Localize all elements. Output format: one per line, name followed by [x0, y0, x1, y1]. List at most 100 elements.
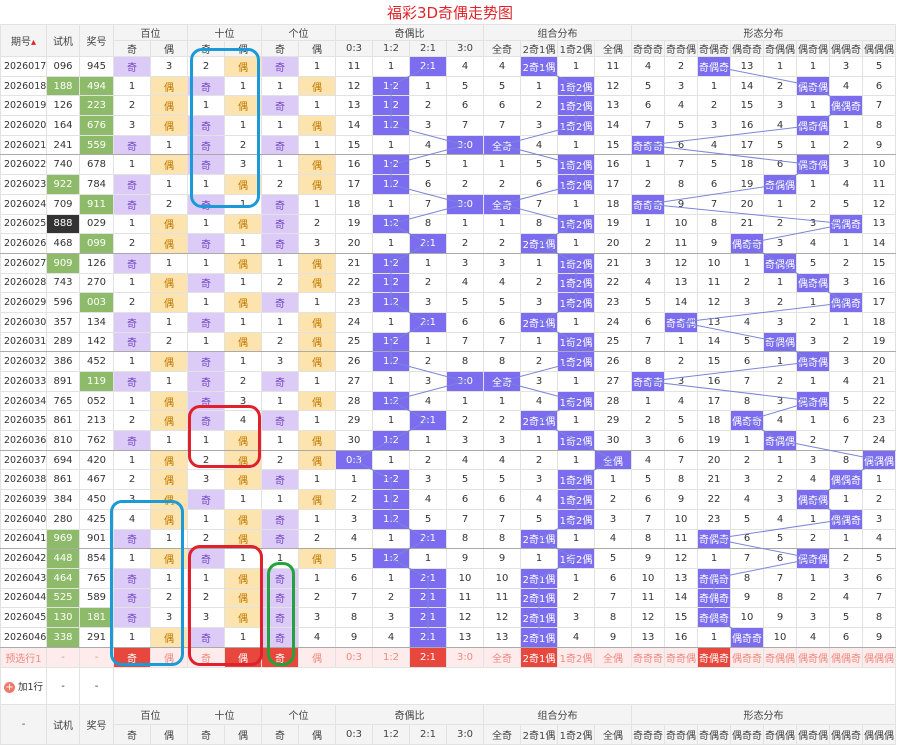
- omission-cell: 12: [664, 548, 698, 569]
- omission-cell: 5: [664, 115, 698, 136]
- draw-number: 052: [79, 390, 114, 412]
- omission-cell: 3: [520, 371, 558, 392]
- header-cell: 期号▴: [0, 24, 47, 57]
- omission-cell: 1: [298, 193, 336, 215]
- omission-cell: 3: [730, 469, 764, 491]
- add-cell: -: [79, 666, 114, 706]
- omission-cell: 1: [150, 430, 188, 451]
- header-cell: 偶奇奇: [730, 40, 764, 57]
- omission-cell: 2: [664, 351, 698, 372]
- test-number: 357: [46, 311, 80, 333]
- omission-cell: 6: [829, 410, 863, 432]
- omission-cell: 12: [446, 607, 484, 628]
- omission-cell: 12: [483, 607, 521, 628]
- prediction-option[interactable]: 奇偶偶: [763, 646, 797, 668]
- omission-cell: 1: [483, 390, 521, 412]
- omission-cell: 8: [409, 213, 447, 235]
- omission-cell: 10: [763, 626, 797, 648]
- omission-cell: 22: [697, 489, 731, 510]
- prediction-option[interactable]: 奇奇奇: [631, 646, 665, 668]
- footer-cell: 奇: [113, 724, 151, 745]
- omission-cell: 2: [631, 233, 665, 254]
- omission-cell: 14: [862, 233, 896, 254]
- omission-cell: 7: [409, 193, 447, 215]
- omission-cell: 26: [335, 351, 373, 372]
- omission-cell: 1: [829, 233, 863, 254]
- omission-cell: 9: [594, 626, 632, 648]
- prediction-option[interactable]: 偶奇奇: [730, 646, 764, 668]
- prediction-option[interactable]: 1:2: [372, 646, 410, 668]
- omission-cell: 4: [520, 134, 558, 156]
- omission-cell: 22: [862, 390, 896, 412]
- footer-cell: 偶偶偶: [862, 724, 896, 745]
- hit-cell: 1:2: [372, 489, 410, 510]
- hit-cell: 全奇: [483, 193, 521, 215]
- omission-cell: 19: [730, 174, 764, 195]
- omission-cell: 8: [862, 115, 896, 136]
- omission-cell: 4: [829, 174, 863, 195]
- issue-cell: 2026033: [0, 371, 47, 392]
- draw-number: 911: [79, 193, 114, 215]
- omission-cell: 18: [335, 193, 373, 215]
- footer-cell: 0:3: [335, 724, 373, 745]
- omission-cell: 1: [483, 213, 521, 235]
- omission-cell: 1: [187, 508, 225, 530]
- hit-cell: 偶: [150, 75, 188, 97]
- hit-cell: 偶偶奇: [829, 213, 863, 235]
- omission-cell: 9: [862, 134, 896, 156]
- omission-cell: 24: [862, 430, 896, 451]
- draw-number: 213: [79, 410, 114, 432]
- prediction-option[interactable]: 2:1: [409, 646, 447, 668]
- add-row-button[interactable]: + 加1行: [0, 666, 47, 706]
- omission-cell: 18: [730, 154, 764, 176]
- omission-cell: 10: [862, 154, 896, 176]
- omission-cell: 14: [594, 115, 632, 136]
- hit-cell: 偶: [150, 154, 188, 176]
- omission-cell: 1: [113, 272, 151, 294]
- omission-cell: 4: [829, 371, 863, 392]
- prediction-option[interactable]: 全偶: [594, 646, 632, 668]
- omission-cell: 6: [730, 528, 764, 550]
- prediction-option[interactable]: 全奇: [483, 646, 521, 668]
- prediction-option[interactable]: 偶偶奇: [829, 646, 863, 668]
- hit-cell: 偶: [298, 154, 336, 176]
- omission-cell: 16: [664, 626, 698, 648]
- omission-cell: 6: [664, 134, 698, 156]
- omission-cell: 3: [763, 390, 797, 412]
- omission-cell: 5: [594, 548, 632, 569]
- data-row: 2026026 468 099 2 偶奇 1 奇 3 20 1 2:1 2 2 2奇1偶 1 20 2 11 9 偶奇…: [0, 233, 896, 254]
- issue-cell: 2026031: [0, 331, 47, 353]
- issue-cell: 2026039: [0, 489, 47, 510]
- hit-cell: 1奇2偶: [557, 548, 595, 569]
- hit-cell: 奇: [113, 311, 151, 333]
- prediction-option[interactable]: 偶偶偶: [862, 646, 896, 668]
- omission-cell: 13: [697, 311, 731, 333]
- omission-cell: 2: [557, 587, 595, 609]
- prediction-option[interactable]: 奇偶奇: [697, 646, 731, 668]
- prediction-option[interactable]: 偶奇偶: [796, 646, 830, 668]
- test-number: 810: [46, 430, 80, 451]
- header-cell: 奇偶比: [335, 24, 484, 41]
- omission-cell: 1: [372, 567, 410, 589]
- prediction-option[interactable]: 偶: [298, 646, 336, 668]
- prediction-option[interactable]: 1奇2偶: [557, 646, 595, 668]
- prediction-option[interactable]: 0:3: [335, 646, 373, 668]
- omission-cell: 7: [862, 95, 896, 117]
- omission-cell: 3: [520, 115, 558, 136]
- omission-cell: 4: [664, 95, 698, 117]
- prediction-option[interactable]: 2奇1偶: [520, 646, 558, 668]
- omission-cell: 1: [409, 430, 447, 451]
- omission-cell: 3: [763, 233, 797, 254]
- test-number: 126: [46, 95, 80, 117]
- footer-cell: 组合分布: [483, 704, 632, 725]
- omission-cell: 23: [697, 508, 731, 530]
- prediction-option[interactable]: 奇: [113, 646, 151, 668]
- draw-number: 420: [79, 449, 114, 471]
- header-cell: 百位: [113, 24, 188, 41]
- omission-cell: 5: [697, 154, 731, 176]
- hit-cell: 偶奇偶: [796, 115, 830, 136]
- omission-cell: 3: [829, 154, 863, 176]
- prediction-option[interactable]: 奇奇偶: [664, 646, 698, 668]
- prediction-option[interactable]: 3:0: [446, 646, 484, 668]
- omission-cell: 23: [335, 292, 373, 313]
